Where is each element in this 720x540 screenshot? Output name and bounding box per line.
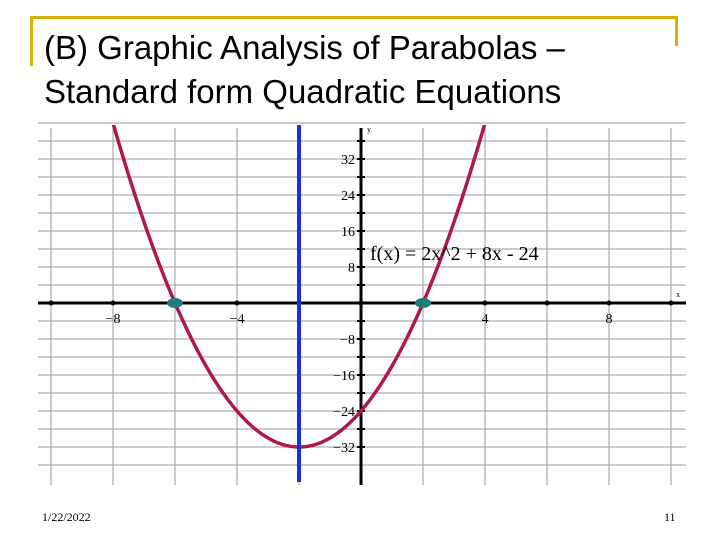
slide-title-line-2: Standard form Quadratic Equations [44,73,562,110]
function-label: f(x) = 2x^2 + 8x - 24 [370,243,539,265]
y-tick-label: −24 [333,405,355,420]
x-tick-label: 4 [482,312,489,327]
frame-top-rule [30,16,678,19]
axes [38,128,686,485]
root-point [167,298,183,308]
x-axis-tick-dot [544,300,550,306]
parabola-curve [111,125,487,449]
x-axis-tick-dot [234,300,240,306]
x-tick-label: −4 [230,312,245,327]
x-axis-tick-dot [482,300,488,306]
y-tick-label: −8 [340,333,355,348]
y-tick-label: 8 [348,261,355,276]
frame-right-rule [675,16,678,46]
x-tick-label: 8 [606,312,613,327]
root-point [415,298,431,308]
x-axis-tick-dot [606,300,612,306]
x-axis-tick-dot [668,300,674,306]
slide-title: (B) Graphic Analysis of Parabolas – Stan… [44,26,684,114]
y-axis-label: y [367,125,371,134]
y-tick-label: 32 [341,153,355,168]
y-tick-label: −16 [333,369,355,384]
curve-layer [111,125,487,449]
frame-left-rule [30,16,33,66]
y-tick-label: −32 [333,441,355,456]
y-tick-label: 24 [341,189,355,204]
slide-date: 1/22/2022 [42,510,91,524]
x-axis-tick-dot [48,300,54,306]
tick-labels: x y −8 −4 4 8 32 24 16 8 −8 −16 −24 −32 [106,125,680,456]
y-tick-label: 16 [341,225,355,240]
x-axis-tick-dot [358,300,364,306]
slide-title-line-1: (B) Graphic Analysis of Parabolas – [44,29,565,66]
marks-layer [167,125,431,482]
x-tick-label: −8 [106,312,121,327]
slide-page-number: 11 [664,510,676,524]
x-axis-tick-dot [110,300,116,306]
x-axis-label: x [676,290,680,299]
